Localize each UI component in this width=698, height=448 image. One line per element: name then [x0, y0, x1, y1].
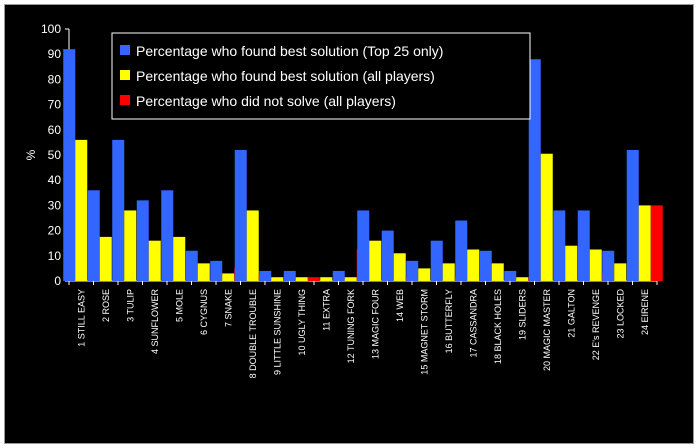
x-category-label: 23 LOCKED: [615, 289, 625, 339]
bar-2: [99, 236, 112, 281]
y-tick-label: 60: [48, 123, 62, 137]
x-category-label: 10 UGLY THING: [297, 289, 307, 356]
x-category-label: 6 CYGNUS: [199, 289, 209, 335]
y-tick-label: 30: [48, 198, 62, 212]
legend-box: [111, 32, 531, 120]
x-category-label: 13 MAGIC FOUR: [370, 289, 380, 360]
bar-2: [491, 263, 504, 281]
bar-1: [210, 260, 223, 281]
bar-2: [295, 277, 308, 281]
x-category-label: 14 WEB: [395, 289, 405, 322]
bar-2: [467, 249, 480, 281]
bar-2: [246, 210, 259, 281]
bar-2: [442, 263, 455, 281]
y-tick-label: 100: [41, 22, 61, 36]
bar-2: [344, 277, 357, 281]
bar-2: [271, 277, 284, 281]
bar-1: [234, 149, 247, 281]
bar-1: [136, 200, 149, 281]
y-tick-label: 70: [48, 98, 62, 112]
x-category-label: 17 CASSANDRA: [468, 289, 478, 358]
bar-2: [320, 277, 333, 281]
x-category-label: 3 TULIP: [125, 289, 135, 322]
legend-swatch: [120, 45, 130, 55]
bar-3: [307, 277, 320, 281]
bar-2: [148, 240, 161, 281]
legend-swatch: [120, 95, 130, 105]
bar-1: [504, 270, 517, 281]
legend-swatch: [120, 70, 130, 80]
y-tick-label: 40: [48, 173, 62, 187]
bar-3: [650, 205, 663, 281]
bar-1: [577, 210, 590, 281]
bar-1: [357, 210, 370, 281]
x-category-label: 19 SLIDERS: [517, 289, 527, 340]
x-category-label: 12 TUNING FORK: [346, 289, 356, 363]
bar-1: [283, 270, 296, 281]
bar-2: [614, 263, 627, 281]
bar-1: [332, 270, 345, 281]
bar-2: [516, 277, 529, 281]
y-tick-label: 0: [54, 274, 61, 288]
legend-label: Percentage who found best solution (Top …: [136, 43, 443, 59]
x-category-label: 7 SNAKE: [223, 289, 233, 327]
x-category-label: 15 MAGNET STORM: [419, 289, 429, 375]
bar-2: [418, 268, 431, 281]
x-category-label: 5 MOLE: [174, 289, 184, 322]
x-category-label: 24 EIRENE: [640, 289, 650, 335]
x-category-label: 21 GALTON: [566, 289, 576, 338]
bar-1: [455, 220, 468, 281]
y-tick-label: 20: [48, 224, 62, 238]
bar-1: [553, 210, 566, 281]
bar-1: [185, 250, 198, 281]
x-category-label: 9 LITTLE SUNSHINE: [272, 289, 282, 375]
bar-1: [87, 190, 100, 281]
bar-1: [161, 190, 174, 281]
x-category-label: 8 DOUBLE TROUBLE: [248, 289, 258, 378]
x-category-label: 1 STILL EASY: [76, 289, 86, 347]
y-axis-label: %: [24, 149, 38, 160]
x-category-label: 4 SUNFLOWER: [150, 289, 160, 355]
bar-2: [589, 249, 602, 281]
legend-label: Percentage who did not solve (all player…: [136, 93, 396, 109]
bar-chart: 0 10 20 30 40 50 60 70 80 90 100% 1 STILL EASY 2 ROS…: [24, 22, 663, 378]
bar-1: [259, 270, 272, 281]
bar-2: [638, 205, 651, 281]
x-category-label: 11 EXTRA: [321, 289, 331, 331]
x-category-label: 20 MAGIC MASTER: [542, 289, 552, 372]
bar-1: [528, 59, 541, 281]
bar-2: [197, 263, 210, 281]
y-tick-label: 10: [48, 249, 62, 263]
x-category-label: 2 ROSE: [101, 289, 111, 322]
bar-1: [381, 230, 394, 281]
bar-2: [369, 240, 382, 281]
bar-2: [565, 245, 578, 281]
bar-1: [626, 149, 639, 281]
legend-label: Percentage who found best solution (all …: [136, 68, 435, 84]
bar-2: [222, 273, 235, 281]
bar-1: [112, 139, 125, 281]
bar-1: [479, 250, 492, 281]
chart-frame: 0 10 20 30 40 50 60 70 80 90 100% 1 STILL EASY 2 ROS…: [4, 4, 694, 444]
bar-2: [540, 153, 553, 281]
bar-2: [393, 253, 406, 281]
bar-2: [124, 210, 137, 281]
y-tick-label: 80: [48, 72, 62, 86]
x-category-label: 22 E's REVENGE: [591, 289, 601, 360]
bar-1: [406, 260, 419, 281]
y-tick-label: 50: [48, 148, 62, 162]
y-tick-label: 90: [48, 47, 62, 61]
bar-1: [602, 250, 615, 281]
bar-1: [430, 240, 443, 281]
x-category-label: 16 BUTTERFLY: [444, 289, 454, 353]
bar-2: [75, 139, 88, 281]
bar-1: [63, 49, 76, 281]
x-category-label: 18 BLACK HOLES: [493, 289, 503, 364]
bar-2: [173, 236, 186, 281]
